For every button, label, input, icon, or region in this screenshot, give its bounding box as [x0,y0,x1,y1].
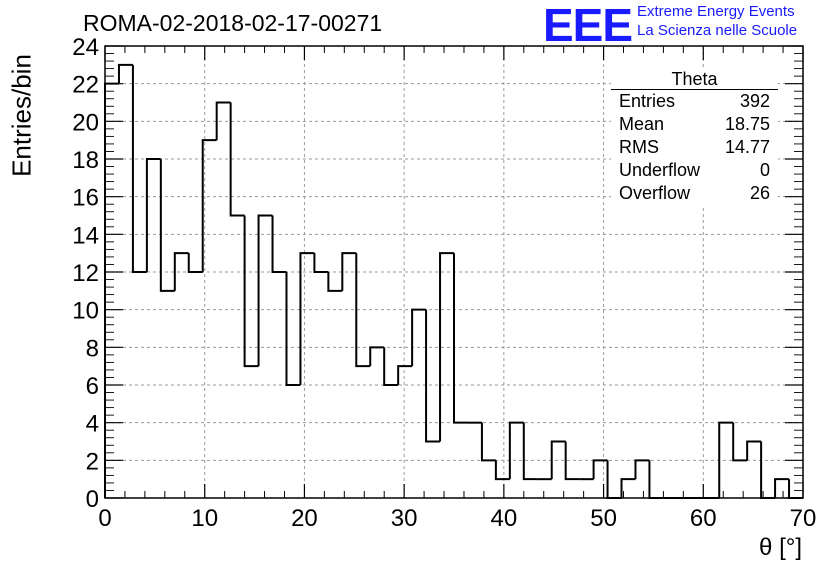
stats-label: Underflow [619,160,701,180]
x-axis-label: θ [°] [759,534,802,561]
histogram-bin [131,64,147,273]
histogram-bin [285,272,301,386]
histogram-bin [494,460,510,481]
stats-value: 18.75 [724,114,770,134]
stats-box: Theta Entries 392 Mean 18.75 RMS 14.77 U… [611,70,778,206]
histogram-bin [439,252,454,442]
stats-title: Theta [611,70,778,90]
y-tick-label: 20 [72,109,99,136]
y-axis-label: Entries/bin [6,54,37,177]
x-tick-label: 20 [291,505,318,532]
y-tick-label: 2 [86,448,99,475]
x-tick-label: 0 [98,505,111,532]
histogram-bin [299,252,315,385]
stats-label: RMS [619,137,659,157]
histogram-bin [453,253,468,424]
histogram-bin [592,459,608,480]
histogram-bin [620,478,636,498]
y-tick-label: 6 [86,373,99,400]
histogram-bin [187,253,203,273]
histogram-bin [243,215,259,368]
stats-row: Overflow 26 [611,182,778,205]
histogram-bin [732,422,748,462]
histogram-bin [760,441,776,499]
histogram-bin [746,440,762,461]
histogram-bin [397,365,413,385]
histogram-bin [634,459,650,480]
y-tick-label: 8 [86,335,99,362]
histogram-bin [215,101,231,141]
histogram-bin [355,253,371,368]
histogram-bin [522,422,538,481]
eee-logo: EEE [543,0,633,51]
histogram-bin [145,158,161,272]
histogram-bin [774,478,790,498]
histogram-bin [271,215,287,273]
stats-value: 392 [739,91,770,111]
histogram-bin [564,441,580,481]
histogram-bin [257,214,273,367]
histogram-bin [173,252,189,291]
histogram-bin [718,421,734,498]
histogram-bin [117,63,133,84]
x-tick-label: 30 [391,505,418,532]
stats-label: Overflow [619,183,691,203]
histogram-bin [508,421,524,480]
histogram-bin [480,422,496,462]
stats-row: Entries 392 [611,90,778,113]
x-tick-label: 40 [491,505,518,532]
stats-label: Mean [619,114,665,134]
histogram-bin [369,346,385,367]
axis-ticks [104,45,804,499]
histogram-bin [788,479,803,499]
stats-value: 14.77 [724,137,770,157]
histogram-bin [229,102,245,217]
histogram-bin [606,460,622,499]
y-tick-label: 22 [72,72,99,99]
y-tick-label: 0 [86,486,99,513]
histogram-bin [411,308,427,367]
x-tick-label: 70 [790,505,817,532]
histogram-bin [648,460,664,499]
histogram-bin [313,253,329,273]
histogram-bin [425,309,441,443]
y-tick-label: 16 [72,185,99,212]
y-tick-label: 12 [72,260,99,287]
logo-caption-line2: La Scienza nelle Scuole [637,22,798,39]
y-tick-label: 24 [72,34,99,61]
stats-row: Mean 18.75 [611,113,778,136]
y-tick-label: 10 [72,298,99,325]
y-tick-label: 4 [86,411,99,438]
stats-value: 26 [749,183,770,203]
stats-value: 0 [759,160,770,180]
x-tick-label: 10 [191,505,218,532]
stats-row: RMS 14.77 [611,136,778,159]
logo-caption-line1: Extreme Energy Events [637,3,795,20]
stats-row: Underflow 0 [611,159,778,182]
histogram-bin [383,347,399,386]
y-tick-label: 14 [72,222,99,249]
histogram-bin [104,82,119,498]
histogram-bin [201,139,217,272]
histogram-bin [550,440,566,480]
histogram-bin [327,272,343,292]
run-title: ROMA-02-2018-02-17-00271 [83,10,383,36]
stats-label: Entries [619,91,676,111]
logo-caption: Extreme Energy Events La Scienza nelle S… [637,2,797,40]
y-tick-label: 18 [72,147,99,174]
histogram-bin [341,252,357,291]
x-tick-label: 60 [690,505,717,532]
x-tick-label: 50 [590,505,617,532]
histogram-bin [159,159,175,292]
